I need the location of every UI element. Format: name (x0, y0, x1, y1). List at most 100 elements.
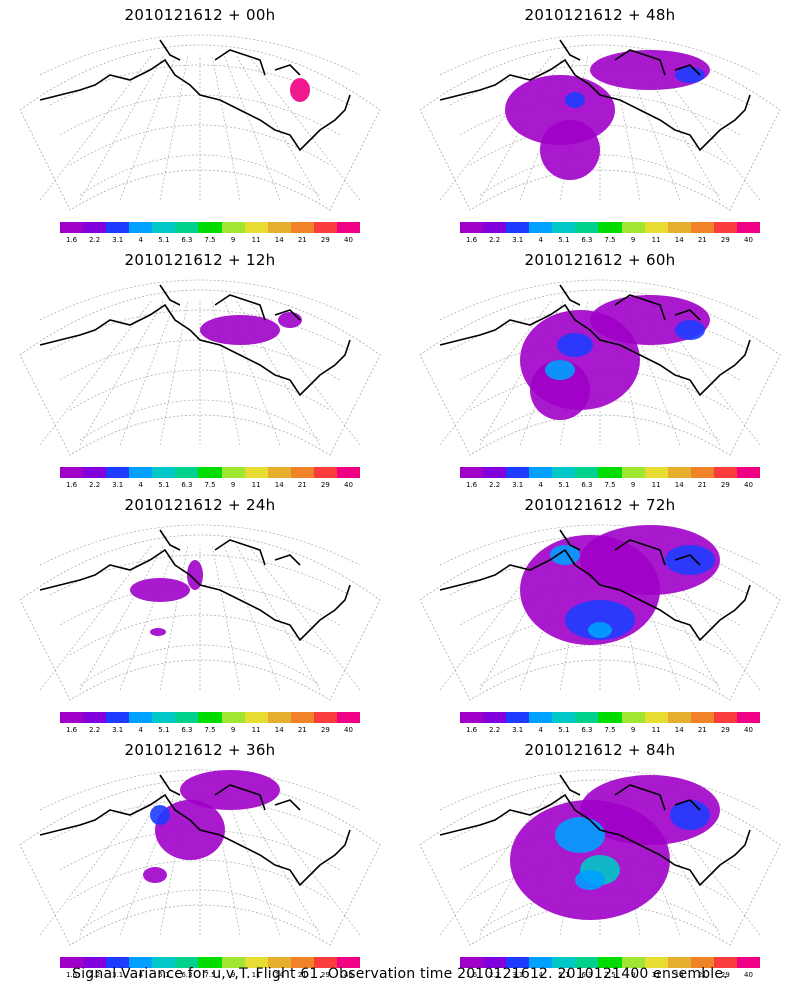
colorbar-label: 14 (274, 726, 284, 734)
colorbar-swatch (690, 957, 714, 968)
colorbar-swatch (621, 222, 645, 233)
colorbar-swatch (506, 712, 530, 723)
colorbar-swatch (106, 222, 130, 233)
colorbar-swatch (460, 467, 484, 478)
variance-region (180, 770, 280, 810)
colorbar-label: 21 (297, 481, 307, 489)
colorbar-labels: 1.6 2.2 3.1 4 5.1 6.3 7.5 9 11 14 21 29 40 (460, 236, 760, 246)
colorbar-swatch (129, 957, 153, 968)
colorbar-swatch (644, 222, 668, 233)
panel-title: 2010121612 + 72h (524, 496, 676, 514)
colorbar-swatch (60, 222, 84, 233)
colorbar-label: 5.1 (558, 971, 570, 979)
colorbar-swatch (83, 957, 107, 968)
colorbar-label: 40 (343, 236, 353, 244)
colorbar-swatch (667, 712, 691, 723)
colorbar-swatch (152, 957, 176, 968)
colorbar-labels: 1.6 2.2 3.1 4 5.1 6.3 7.5 9 11 14 21 29 40 (60, 971, 360, 981)
colorbar-swatch (483, 712, 507, 723)
colorbar-label: 21 (697, 481, 707, 489)
colorbar-swatch (106, 712, 130, 723)
colorbar-swatch (129, 712, 153, 723)
colorbar-label: 11 (251, 481, 261, 489)
colorbar-label: 6.3 (581, 481, 593, 489)
map-panel-container: 2010121612 + 12h 1.6 2.2 3.1 4 5.1 6.3 7.5 9 11 14… (0, 245, 400, 490)
colorbar-label: 1.6 (465, 971, 478, 979)
colorbar (460, 957, 761, 968)
colorbar-swatch (313, 222, 337, 233)
colorbar-label: 29 (320, 236, 330, 244)
colorbar-label: 11 (651, 236, 661, 244)
colorbar-label: 21 (697, 971, 707, 979)
colorbar-swatch (552, 222, 576, 233)
colorbar-label: 29 (720, 481, 730, 489)
colorbar-label: 11 (651, 726, 661, 734)
colorbar-label: 40 (743, 481, 753, 489)
colorbar-label: 6.3 (181, 971, 193, 979)
colorbar-swatch (667, 467, 691, 478)
panel-title: 2010121612 + 48h (524, 6, 676, 24)
colorbar-swatch (175, 222, 199, 233)
variance-region (675, 320, 705, 340)
colorbar-label: 7.5 (604, 481, 616, 489)
colorbar-swatch (221, 712, 245, 723)
colorbar-label: 2.2 (89, 481, 101, 489)
colorbar-swatch (336, 957, 361, 968)
colorbar-label: 40 (343, 481, 353, 489)
colorbar-swatch (290, 712, 314, 723)
colorbar-swatch (690, 712, 714, 723)
colorbar-swatch (198, 467, 222, 478)
colorbar-label: 5.1 (158, 971, 170, 979)
colorbar-swatch (129, 467, 153, 478)
colorbar-label: 3.1 (112, 726, 124, 734)
colorbar-label: 29 (320, 971, 330, 979)
variance-region (665, 545, 715, 575)
colorbar-label: 9 (230, 726, 236, 734)
colorbar-swatch (221, 222, 245, 233)
colorbar-swatch (267, 957, 291, 968)
colorbar-swatch (736, 712, 761, 723)
colorbar (60, 467, 361, 478)
colorbar-swatch (313, 957, 337, 968)
variance-region (143, 867, 167, 883)
colorbar-label: 2.2 (489, 971, 501, 979)
colorbar-label: 4 (538, 481, 543, 489)
colorbar-swatch (575, 222, 599, 233)
colorbar-label: 14 (674, 236, 684, 244)
colorbar-swatch (598, 467, 622, 478)
colorbar-swatch (152, 712, 176, 723)
colorbar-label: 5.1 (158, 236, 170, 244)
map-panel-container: 2010121612 + 60h 1.6 2.2 3.1 4 5.1 6.3 7.5 9 11 14… (400, 245, 800, 490)
colorbar-label: 1.6 (65, 971, 78, 979)
colorbar-label: 21 (297, 971, 307, 979)
colorbar-label: 6.3 (181, 481, 193, 489)
panel-title: 2010121612 + 12h (124, 251, 276, 269)
map-panel (419, 524, 781, 701)
colorbar-swatch (506, 222, 530, 233)
colorbar-swatch (644, 467, 668, 478)
colorbar-swatch (575, 957, 599, 968)
variance-region (290, 78, 310, 102)
colorbar-swatch (106, 957, 130, 968)
coastline (39, 39, 351, 152)
colorbar-label: 3.1 (112, 236, 124, 244)
colorbar-label: 7.5 (604, 971, 616, 979)
colorbar-label: 21 (697, 236, 707, 244)
colorbar-label: 2.2 (89, 726, 101, 734)
colorbar-swatch (621, 957, 645, 968)
colorbar-swatch (713, 712, 737, 723)
colorbar-swatch (460, 712, 484, 723)
colorbar-label: 2.2 (489, 236, 501, 244)
colorbar-swatch (313, 712, 337, 723)
colorbar-label: 21 (297, 236, 307, 244)
colorbar-label: 14 (274, 971, 284, 979)
colorbar-swatch (175, 467, 199, 478)
colorbar-swatch (129, 222, 153, 233)
colorbar-label: 11 (651, 971, 661, 979)
colorbar-swatch (460, 222, 484, 233)
colorbar-label: 1.6 (465, 236, 478, 244)
colorbar-label: 6.3 (581, 726, 593, 734)
map-panel (19, 769, 381, 946)
colorbar-label: 40 (343, 971, 353, 979)
colorbar-label: 29 (320, 726, 330, 734)
